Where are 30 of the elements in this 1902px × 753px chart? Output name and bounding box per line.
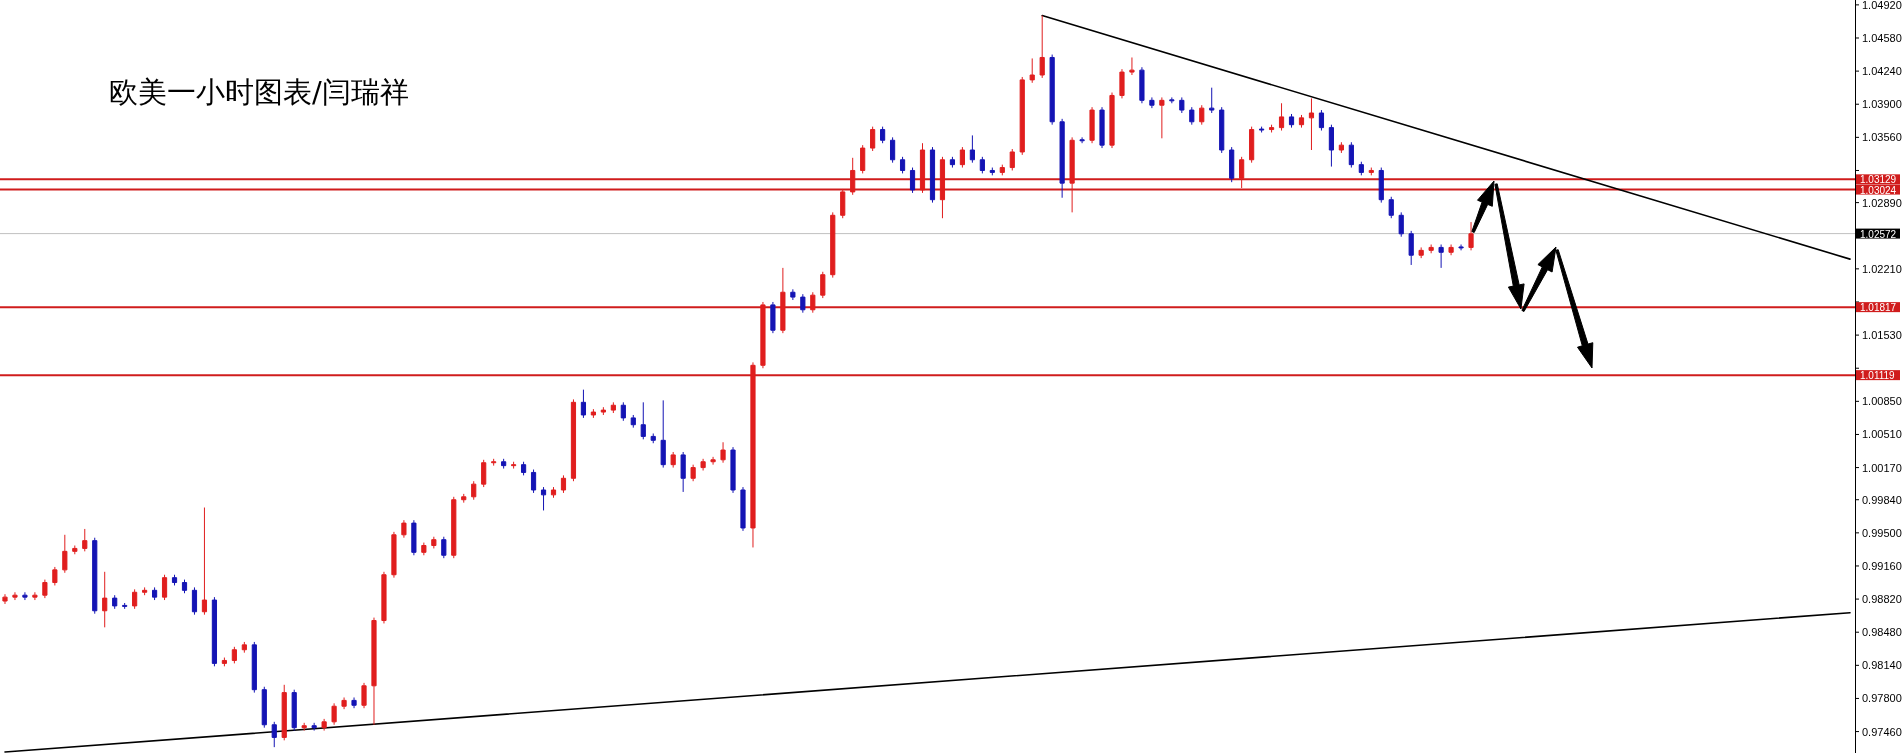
y-tick-label: 0.99500 (1862, 526, 1902, 539)
ref-line-label: 1.03024 (1860, 184, 1897, 196)
ref-line-label: 1.03129 (1860, 174, 1897, 186)
y-tick-label: 1.00170 (1862, 461, 1902, 474)
ref-line-label: 1.01817 (1860, 302, 1897, 314)
ref-line-label: 1.01817 (1856, 302, 1900, 314)
y-tick-label: 1.00510 (1862, 428, 1902, 441)
y-tick-label: 1.03560 (1862, 131, 1902, 144)
y-tick-label: 1.00850 (1862, 395, 1902, 408)
title: 欧美一小时图表/闫瑞祥 (109, 75, 409, 109)
y-tick-label: 0.99160 (1862, 559, 1902, 572)
ref-line-label: 1.02572 (1860, 228, 1897, 240)
y-tick-label: 0.98480 (1862, 626, 1902, 639)
y-tick-label: 1.01530 (1862, 329, 1902, 342)
y-tick-label: 0.97800 (1862, 692, 1902, 705)
ref-line-label: 1.02572 (1856, 228, 1900, 240)
y-tick-label: 1.03900 (1862, 98, 1902, 111)
y-tick-label: 0.98820 (1862, 593, 1902, 606)
ref-line-label: 1.03024 (1856, 184, 1900, 196)
y-tick-label: 0.99840 (1862, 493, 1902, 506)
y-tick-label: 1.02890 (1862, 196, 1902, 209)
y-tick-label: 1.04920 (1862, 0, 1902, 11)
y-tick-label: 1.02210 (1862, 262, 1902, 275)
ref-line-label: 1.03129 (1856, 174, 1900, 186)
y-tick-label: 1.04580 (1862, 32, 1902, 44)
y-tick-label: 1.04240 (1862, 65, 1902, 78)
y-tick-label: 0.97460 (1862, 725, 1902, 738)
ref-line-label: 1.01119 (1856, 370, 1900, 382)
y-tick-label: 0.98140 (1862, 659, 1902, 672)
ref-line-label: 1.01119 (1860, 370, 1896, 382)
